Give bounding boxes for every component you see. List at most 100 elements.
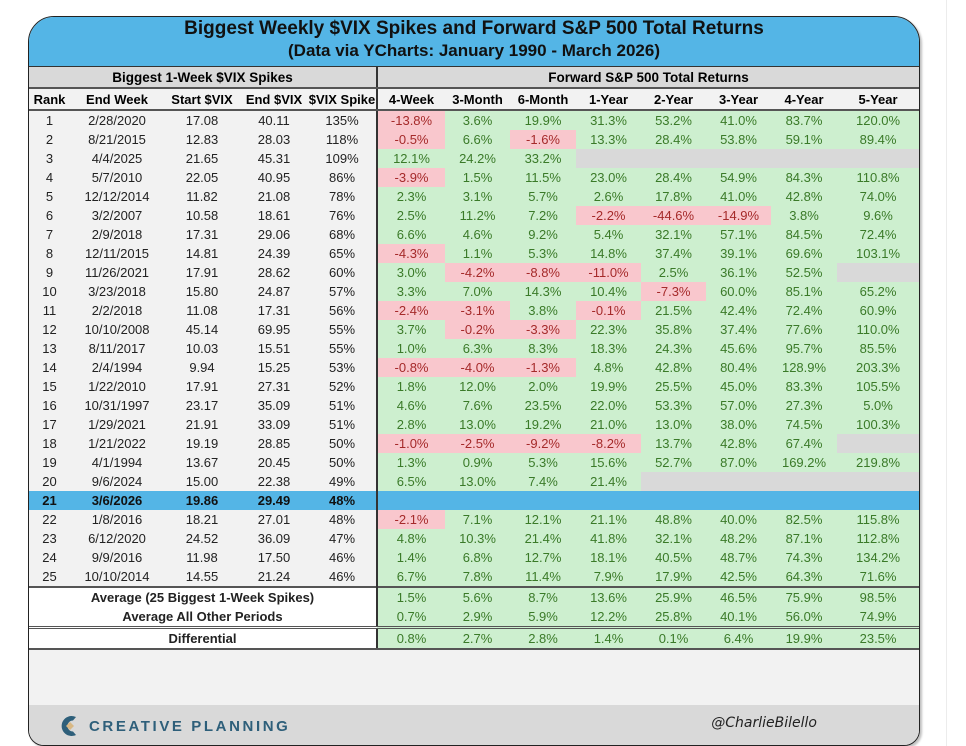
table-cell: 28.4% bbox=[641, 168, 707, 187]
table-cell bbox=[377, 491, 446, 510]
table-cell: 45.14 bbox=[164, 320, 240, 339]
table-cell: 21.0% bbox=[576, 415, 642, 434]
table-cell: 40.95 bbox=[240, 168, 308, 187]
table-cell: 5.4% bbox=[576, 225, 642, 244]
table-cell: 4/4/2025 bbox=[70, 149, 164, 168]
table-cell: 9.6% bbox=[837, 206, 919, 225]
column-header-2-year: 2-Year bbox=[641, 88, 707, 111]
table-cell: -0.5% bbox=[377, 130, 446, 149]
table-cell: 115.8% bbox=[837, 510, 919, 529]
table-cell: 18 bbox=[29, 434, 70, 453]
table-cell: 17.91 bbox=[164, 377, 240, 396]
table-cell: 203.3% bbox=[837, 358, 919, 377]
table-cell: 1 bbox=[29, 110, 70, 130]
table-row: 14 2/4/1994 9.94 15.25 53% -0.8% -4.0% -1.3% 4.8… bbox=[29, 358, 919, 377]
table-cell: 12/12/2014 bbox=[70, 187, 164, 206]
table-cell: 19.86 bbox=[164, 491, 240, 510]
table-cell: 7.2% bbox=[510, 206, 577, 225]
table-cell: 33.09 bbox=[240, 415, 308, 434]
table-cell: 17 bbox=[29, 415, 70, 434]
table-cell: -3.3% bbox=[510, 320, 577, 339]
table-cell: 54.9% bbox=[706, 168, 772, 187]
table-cell: 4.8% bbox=[377, 529, 446, 548]
table-row: 10 3/23/2018 15.80 24.87 57% 3.3% 7.0% 14.3% 10.… bbox=[29, 282, 919, 301]
table-cell: 77.6% bbox=[771, 320, 838, 339]
table-cell: 45.6% bbox=[706, 339, 772, 358]
table-cell: 17.08 bbox=[164, 110, 240, 130]
table-cell: 110.0% bbox=[837, 320, 919, 339]
table-cell: 12 bbox=[29, 320, 70, 339]
table-cell: 10.58 bbox=[164, 206, 240, 225]
table-cell: 12.1% bbox=[510, 510, 577, 529]
table-cell: 59.1% bbox=[771, 130, 838, 149]
table-cell: 83.3% bbox=[771, 377, 838, 396]
table-cell: 74.5% bbox=[771, 415, 838, 434]
table-cell: 35.09 bbox=[240, 396, 308, 415]
table-cell: 41.0% bbox=[706, 187, 772, 206]
table-cell: 53.3% bbox=[641, 396, 707, 415]
table-cell: 39.1% bbox=[706, 244, 772, 263]
table-cell: 1.0% bbox=[377, 339, 446, 358]
author-handle: @CharlieBilello bbox=[711, 715, 817, 731]
table-cell: -14.9% bbox=[706, 206, 772, 225]
summary-cell: 25.9% bbox=[641, 586, 707, 607]
table-cell: 71.6% bbox=[837, 567, 919, 587]
table-cell: 10 bbox=[29, 282, 70, 301]
table-cell: 1/22/2010 bbox=[70, 377, 164, 396]
table-body: 1 2/28/2020 17.08 40.11 135% -13.8% 3.6% 19.9% 3… bbox=[29, 110, 919, 650]
table-cell: 11.5% bbox=[510, 168, 577, 187]
table-cell: 28.85 bbox=[240, 434, 308, 453]
table-cell: 135% bbox=[308, 110, 379, 130]
vix-returns-table: Biggest 1-Week $VIX Spikes Forward S&P 5… bbox=[29, 66, 919, 650]
table-cell: 95.7% bbox=[771, 339, 838, 358]
table-cell: 9.2% bbox=[510, 225, 577, 244]
table-cell: 8.3% bbox=[510, 339, 577, 358]
table-cell: 24.52 bbox=[164, 529, 240, 548]
table-row: 18 1/21/2022 19.19 28.85 50% -1.0% -2.5% -9.2% -… bbox=[29, 434, 919, 453]
table-cell bbox=[706, 491, 772, 510]
table-cell: 22.05 bbox=[164, 168, 240, 187]
table-cell: 22.38 bbox=[240, 472, 308, 491]
differential-row: Differential 0.8% 2.7% 2.8% 1.4% 0.1% 6.4% 19.9… bbox=[29, 626, 919, 650]
table-cell bbox=[837, 434, 919, 453]
table-cell: 3/23/2018 bbox=[70, 282, 164, 301]
table-cell: 5.0% bbox=[837, 396, 919, 415]
group-header-forward-returns: Forward S&P 500 Total Returns bbox=[377, 66, 919, 89]
table-cell: -1.3% bbox=[510, 358, 577, 377]
table-cell: 37.4% bbox=[706, 320, 772, 339]
table-cell: 14.8% bbox=[576, 244, 642, 263]
table-row: 22 1/8/2016 18.21 27.01 48% -2.1% 7.1% 12.1% 21.… bbox=[29, 510, 919, 529]
table-cell: 2.8% bbox=[377, 415, 446, 434]
table-cell: 8 bbox=[29, 244, 70, 263]
table-cell: 6.8% bbox=[445, 548, 511, 567]
table-cell: 13.0% bbox=[445, 472, 511, 491]
table-cell: 60% bbox=[308, 263, 379, 282]
table-cell: 25 bbox=[29, 567, 70, 587]
logo-text: CREATIVE PLANNING bbox=[89, 717, 291, 735]
table-cell: 134.2% bbox=[837, 548, 919, 567]
table-cell: 10/10/2014 bbox=[70, 567, 164, 587]
table-cell: 15.51 bbox=[240, 339, 308, 358]
table-cell: 3/6/2026 bbox=[70, 491, 164, 510]
table-cell: 38.0% bbox=[706, 415, 772, 434]
vix-spikes-table-card: Biggest Weekly $VIX Spikes and Forward S… bbox=[28, 16, 920, 746]
summary-cell: 0.8% bbox=[377, 626, 446, 650]
table-cell: 85.5% bbox=[837, 339, 919, 358]
summary-cell: 8.7% bbox=[510, 586, 577, 607]
group-header-vix-spikes: Biggest 1-Week $VIX Spikes bbox=[29, 66, 379, 89]
table-cell: 10.03 bbox=[164, 339, 240, 358]
summary-cell: 19.9% bbox=[771, 626, 838, 650]
table-cell: 3.1% bbox=[445, 187, 511, 206]
table-cell: 23.17 bbox=[164, 396, 240, 415]
table-cell bbox=[641, 491, 707, 510]
table-cell: 3/2/2007 bbox=[70, 206, 164, 225]
table-cell: 169.2% bbox=[771, 453, 838, 472]
table-cell: 42.5% bbox=[706, 567, 772, 587]
table-cell: 4/1/1994 bbox=[70, 453, 164, 472]
table-cell: 6/12/2020 bbox=[70, 529, 164, 548]
summary-cell: 2.7% bbox=[445, 626, 511, 650]
column-header-4-year: 4-Year bbox=[771, 88, 838, 111]
table-cell: 2.6% bbox=[576, 187, 642, 206]
summary-cell: 5.6% bbox=[445, 586, 511, 607]
creative-planning-logo-icon bbox=[61, 716, 76, 736]
